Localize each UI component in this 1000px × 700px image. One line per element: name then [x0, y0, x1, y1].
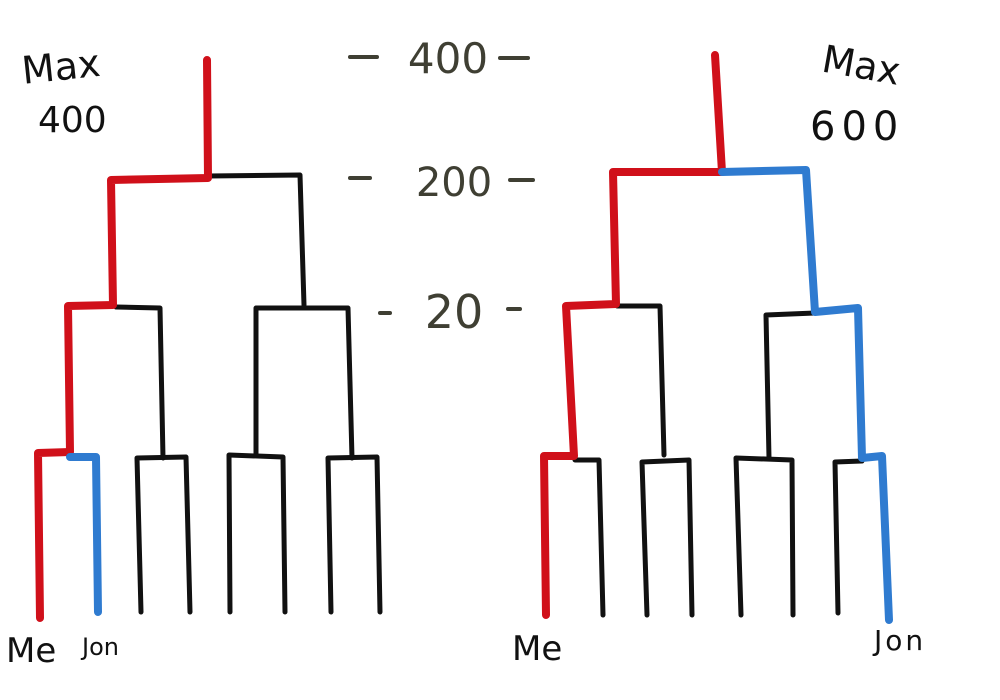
left-tree — [113, 172, 383, 615]
left-jon-path — [66, 453, 102, 616]
left-me-label: Me — [6, 631, 56, 671]
center-scale — [348, 55, 535, 315]
right-max-value: 600 — [810, 104, 904, 150]
right-leaf-pair-4-left — [832, 458, 865, 616]
right-leaf-pair-2 — [639, 457, 695, 618]
right-jon-path — [718, 166, 893, 624]
right-jon-label: Jon — [872, 624, 926, 657]
right-leaf-pair-1-right — [572, 457, 606, 618]
right-mid-left-right-branch — [614, 303, 667, 458]
right-me-label: Me — [512, 629, 562, 669]
left-leaf-pair-4 — [325, 454, 383, 615]
left-me-path — [34, 56, 212, 622]
right-tree — [572, 303, 865, 618]
right-max-label: Max — [819, 37, 904, 94]
left-root-right-branch — [205, 172, 307, 308]
scale-label-20: 20 — [425, 285, 484, 339]
left-jon-label: Jon — [80, 633, 119, 661]
right-leaf-pair-3 — [733, 455, 796, 618]
right-mid-right-left-branch — [763, 310, 818, 461]
left-leaf-pair-2 — [134, 454, 193, 615]
right-me-path — [540, 51, 726, 619]
left-max-label: Max — [20, 41, 103, 93]
scale-label-400: 400 — [408, 34, 488, 83]
scale-label-200: 200 — [416, 160, 492, 206]
left-mid-left-right-branch — [113, 304, 166, 461]
left-max-value: 400 — [38, 100, 107, 141]
left-leaf-pair-3 — [226, 452, 288, 615]
left-mid-right-node — [253, 305, 355, 461]
